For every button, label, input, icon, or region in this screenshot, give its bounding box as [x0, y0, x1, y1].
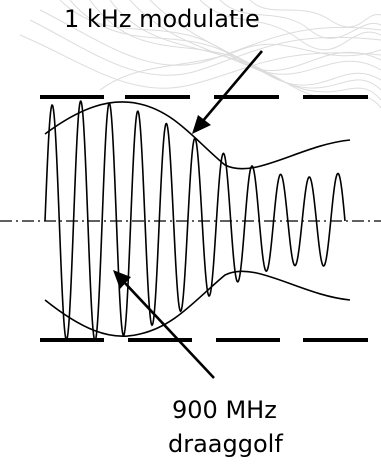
carrier-arrow — [113, 270, 215, 379]
carrier-wave — [44, 100, 346, 343]
carrier-label-line1: 900 MHz — [172, 396, 277, 424]
upper-envelope — [44, 101, 351, 170]
watermark-mesh — [19, 0, 381, 109]
lower-envelope — [44, 270, 351, 338]
modulation-arrow — [192, 50, 263, 134]
modulation-label: 1 kHz modulatie — [64, 5, 260, 33]
carrier-label-line2: draaggolf — [168, 430, 283, 458]
